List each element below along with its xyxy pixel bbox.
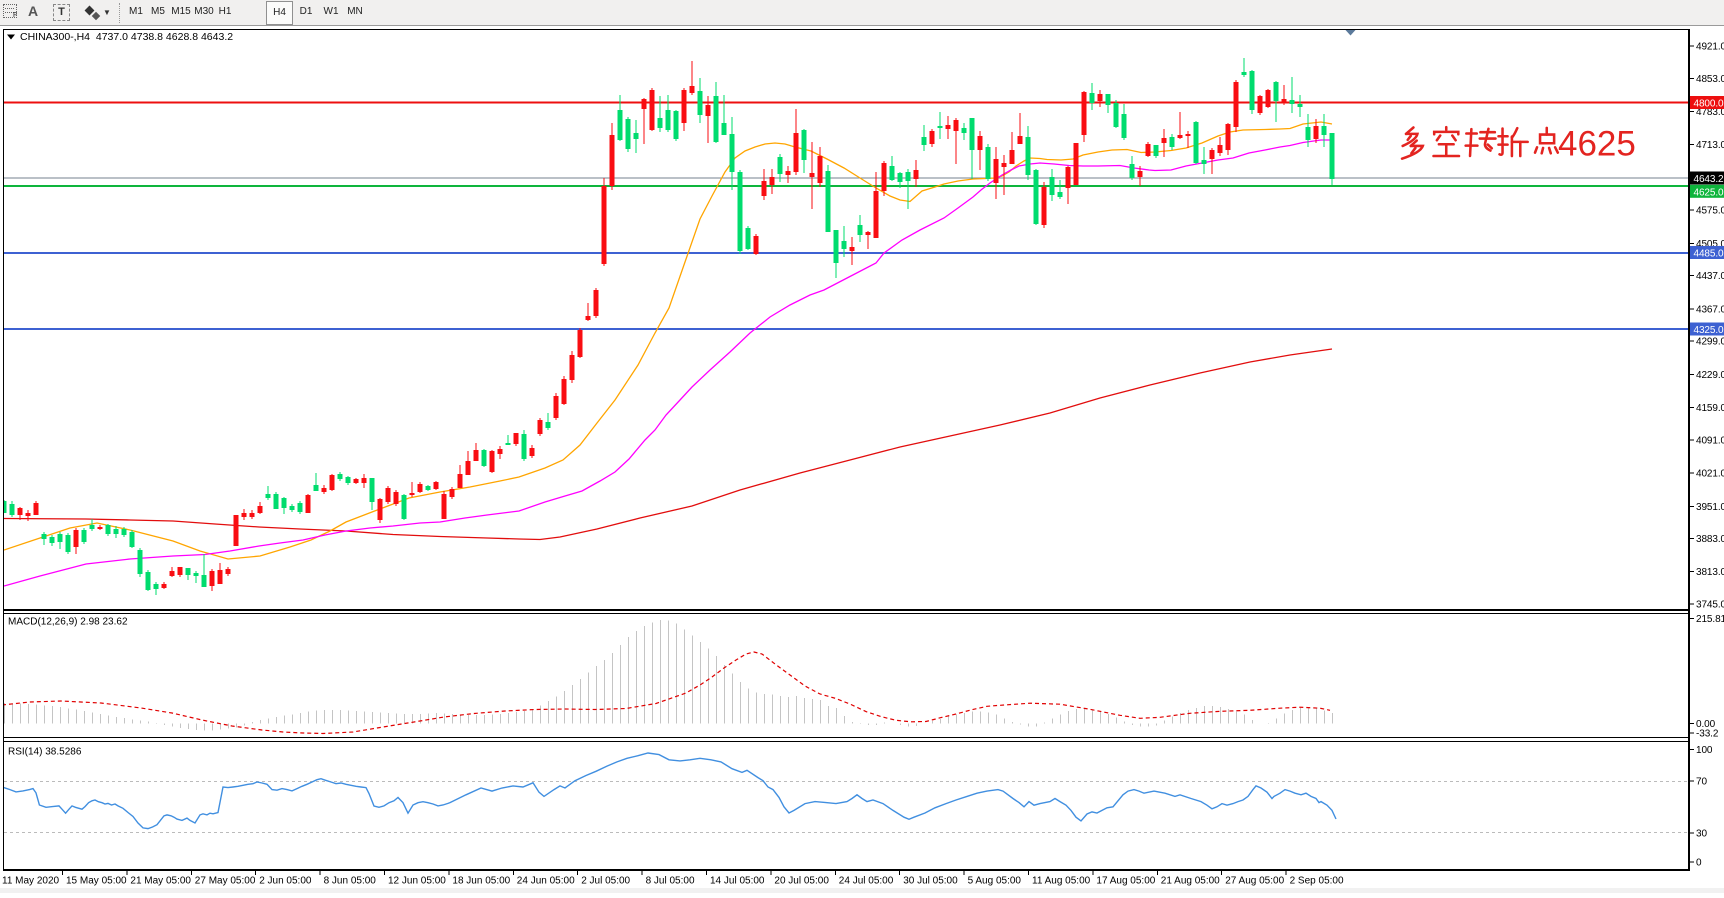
svg-text:27 May 05:00: 27 May 05:00 <box>195 876 256 887</box>
svg-text:4437.0: 4437.0 <box>1696 271 1724 282</box>
svg-text:12 Jun 05:00: 12 Jun 05:00 <box>388 876 446 887</box>
svg-text:3813.0: 3813.0 <box>1696 567 1724 578</box>
svg-text:3883.0: 3883.0 <box>1696 534 1724 545</box>
svg-text:24 Jun 05:00: 24 Jun 05:00 <box>517 876 575 887</box>
svg-text:-33.2: -33.2 <box>1696 729 1719 740</box>
svg-text:3951.0: 3951.0 <box>1696 502 1724 513</box>
svg-text:100: 100 <box>1696 745 1713 756</box>
svg-text:21 May 05:00: 21 May 05:00 <box>130 876 191 887</box>
svg-text:4643.2: 4643.2 <box>1694 174 1724 185</box>
svg-text:14 Jul 05:00: 14 Jul 05:00 <box>710 876 765 887</box>
svg-text:18 Jun 05:00: 18 Jun 05:00 <box>452 876 510 887</box>
svg-text:4229.0: 4229.0 <box>1696 370 1724 381</box>
svg-text:27 Aug 05:00: 27 Aug 05:00 <box>1225 876 1284 887</box>
svg-text:17 Aug 05:00: 17 Aug 05:00 <box>1096 876 1155 887</box>
svg-text:11 May 2020: 11 May 2020 <box>2 876 60 887</box>
svg-text:4713.0: 4713.0 <box>1696 140 1724 151</box>
svg-text:11 Aug 05:00: 11 Aug 05:00 <box>1032 876 1091 887</box>
svg-text:4625: 4625 <box>1558 125 1636 164</box>
svg-text:215.81: 215.81 <box>1696 614 1724 625</box>
svg-text:3745.0: 3745.0 <box>1696 600 1724 611</box>
svg-text:2 Sep 05:00: 2 Sep 05:00 <box>1290 876 1344 887</box>
svg-text:4625.0: 4625.0 <box>1694 187 1724 198</box>
svg-text:4299.0: 4299.0 <box>1696 337 1724 348</box>
svg-text:4485.0: 4485.0 <box>1694 249 1724 260</box>
svg-text:4091.0: 4091.0 <box>1696 435 1724 446</box>
svg-text:MACD(12,26,9) 2.98 23.62: MACD(12,26,9) 2.98 23.62 <box>8 617 128 628</box>
svg-text:4800.0: 4800.0 <box>1694 99 1724 110</box>
svg-text:21 Aug 05:00: 21 Aug 05:00 <box>1161 876 1220 887</box>
svg-text:8 Jul 05:00: 8 Jul 05:00 <box>646 876 695 887</box>
svg-text:4853.0: 4853.0 <box>1696 74 1724 85</box>
svg-text:70: 70 <box>1696 776 1707 787</box>
svg-text:24 Jul 05:00: 24 Jul 05:00 <box>839 876 894 887</box>
svg-text:4367.0: 4367.0 <box>1696 304 1724 315</box>
svg-text:0: 0 <box>1696 857 1702 868</box>
svg-text:15 May 05:00: 15 May 05:00 <box>66 876 127 887</box>
svg-text:5 Aug 05:00: 5 Aug 05:00 <box>968 876 1022 887</box>
svg-text:4325.0: 4325.0 <box>1694 325 1724 336</box>
svg-text:CHINA300-,H4 4737.0 4738.8 46: CHINA300-,H4 4737.0 4738.8 4628.8 4643.2 <box>20 31 233 43</box>
svg-text:RSI(14) 38.5286: RSI(14) 38.5286 <box>8 747 82 758</box>
svg-text:8 Jun 05:00: 8 Jun 05:00 <box>324 876 377 887</box>
svg-text:4159.0: 4159.0 <box>1696 403 1724 414</box>
svg-text:4021.0: 4021.0 <box>1696 469 1724 480</box>
svg-text:4921.0: 4921.0 <box>1696 42 1724 53</box>
svg-text:4575.0: 4575.0 <box>1696 206 1724 217</box>
svg-text:30: 30 <box>1696 829 1707 840</box>
svg-text:30 Jul 05:00: 30 Jul 05:00 <box>903 876 958 887</box>
svg-text:2 Jun 05:00: 2 Jun 05:00 <box>259 876 312 887</box>
svg-text:2 Jul 05:00: 2 Jul 05:00 <box>581 876 630 887</box>
svg-text:20 Jul 05:00: 20 Jul 05:00 <box>774 876 829 887</box>
